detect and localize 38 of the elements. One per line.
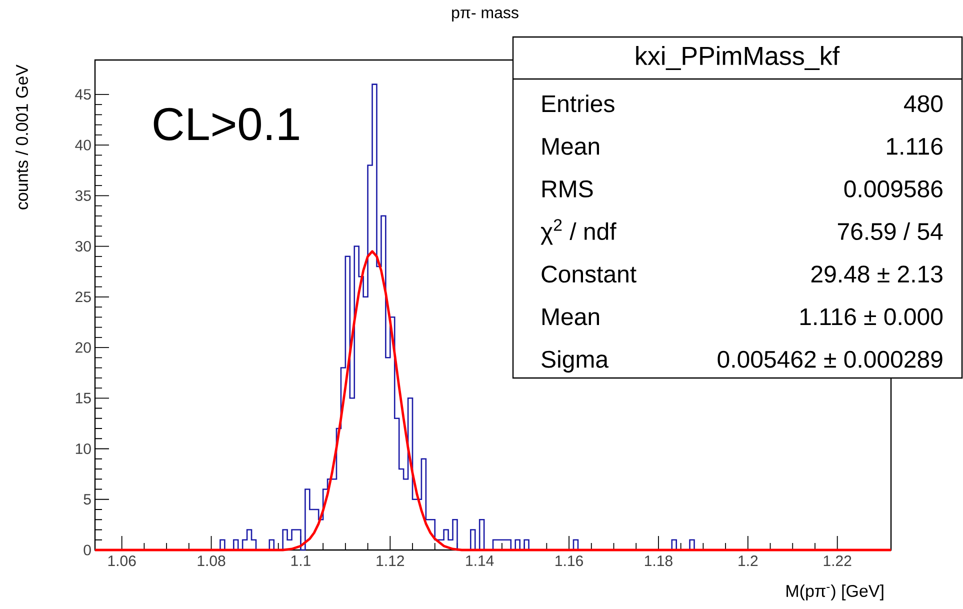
- x-tick-label: 1.08: [198, 556, 226, 566]
- y-tick-label: 45: [75, 89, 91, 100]
- x-tick-label: 1.14: [466, 556, 494, 566]
- y-tick-label: 35: [75, 190, 91, 201]
- annotation: Sigma: [542, 350, 609, 373]
- annotation: CL>0.1: [154, 108, 299, 140]
- annotation: 0.005462 ± 0.000289: [718, 350, 942, 368]
- y-tick-label: 0: [84, 544, 91, 556]
- x-tick-label: 1.12: [376, 556, 404, 566]
- y-tick-label: 5: [84, 494, 91, 505]
- annotation: RMS: [542, 180, 593, 198]
- annotation: 0.009586: [844, 180, 942, 198]
- annotation: χ$^{2}$ / ndf: [540, 219, 616, 245]
- y-tick-label: 15: [76, 392, 91, 404]
- y-tick-label: 30: [75, 240, 91, 252]
- y-tick-label: 20: [76, 342, 91, 353]
- y-tick-label: 25: [76, 292, 91, 302]
- annotation: 76.59 / 54: [838, 222, 943, 240]
- annotation: 1.116: [887, 138, 942, 155]
- annotation: Mean: [542, 138, 600, 155]
- annotation: Mean: [542, 308, 600, 326]
- x-tick-label: 1.06: [108, 556, 136, 566]
- annotation: kxi_PPimMass_kf: [636, 46, 840, 70]
- annotation: 1.116 ± 0.000: [800, 308, 943, 326]
- annotation: Entries: [542, 94, 614, 112]
- y-tick-label: 10: [76, 443, 91, 454]
- y-tick-label: 40: [75, 140, 91, 150]
- x-tick-label: 1.1: [291, 556, 310, 566]
- x-axis-title: M(pπ$^{-}$) [GeV]: [786, 584, 884, 600]
- x-tick-label: 1.16: [556, 556, 583, 566]
- text: 480: [904, 95, 943, 112]
- x-tick-label: 1.22: [824, 556, 852, 566]
- x-tick-label: 1.2: [738, 556, 758, 566]
- x-tick-label: 1.18: [645, 556, 672, 566]
- y-axis-title: counts / 0.001 GeV: [16, 64, 28, 210]
- annotation: 29.48 ± 2.13: [811, 266, 942, 283]
- chart-title: pπ- mass: [452, 10, 518, 22]
- annotation: Constant: [542, 266, 636, 283]
